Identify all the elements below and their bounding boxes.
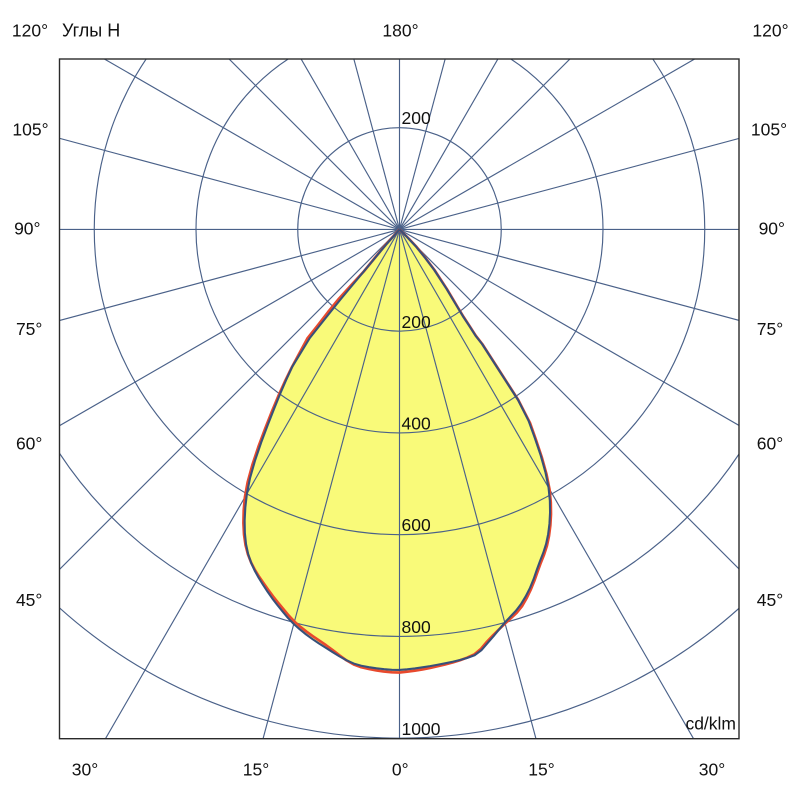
svg-text:60°: 60°	[757, 434, 783, 454]
svg-text:cd/klm: cd/klm	[685, 714, 736, 734]
svg-text:30°: 30°	[699, 760, 725, 780]
svg-text:75°: 75°	[757, 319, 783, 339]
svg-text:15°: 15°	[243, 760, 269, 780]
svg-text:15°: 15°	[528, 760, 554, 780]
svg-text:45°: 45°	[757, 590, 783, 610]
svg-text:30°: 30°	[72, 760, 98, 780]
svg-text:600: 600	[402, 515, 431, 535]
svg-text:45°: 45°	[16, 590, 42, 610]
svg-text:200: 200	[402, 312, 431, 332]
svg-text:120°: 120°	[752, 20, 788, 40]
svg-text:120°: 120°	[12, 20, 48, 40]
svg-text:75°: 75°	[16, 319, 42, 339]
svg-text:60°: 60°	[16, 434, 42, 454]
svg-text:800: 800	[402, 617, 431, 637]
svg-text:Углы Н: Углы Н	[62, 20, 120, 40]
svg-text:105°: 105°	[751, 120, 787, 140]
svg-text:1000: 1000	[402, 719, 441, 739]
svg-text:180°: 180°	[382, 20, 418, 40]
svg-text:105°: 105°	[12, 120, 48, 140]
svg-text:200: 200	[402, 108, 431, 128]
svg-text:90°: 90°	[14, 218, 40, 238]
svg-text:90°: 90°	[759, 218, 785, 238]
svg-text:0°: 0°	[392, 760, 409, 780]
svg-text:400: 400	[402, 414, 431, 434]
